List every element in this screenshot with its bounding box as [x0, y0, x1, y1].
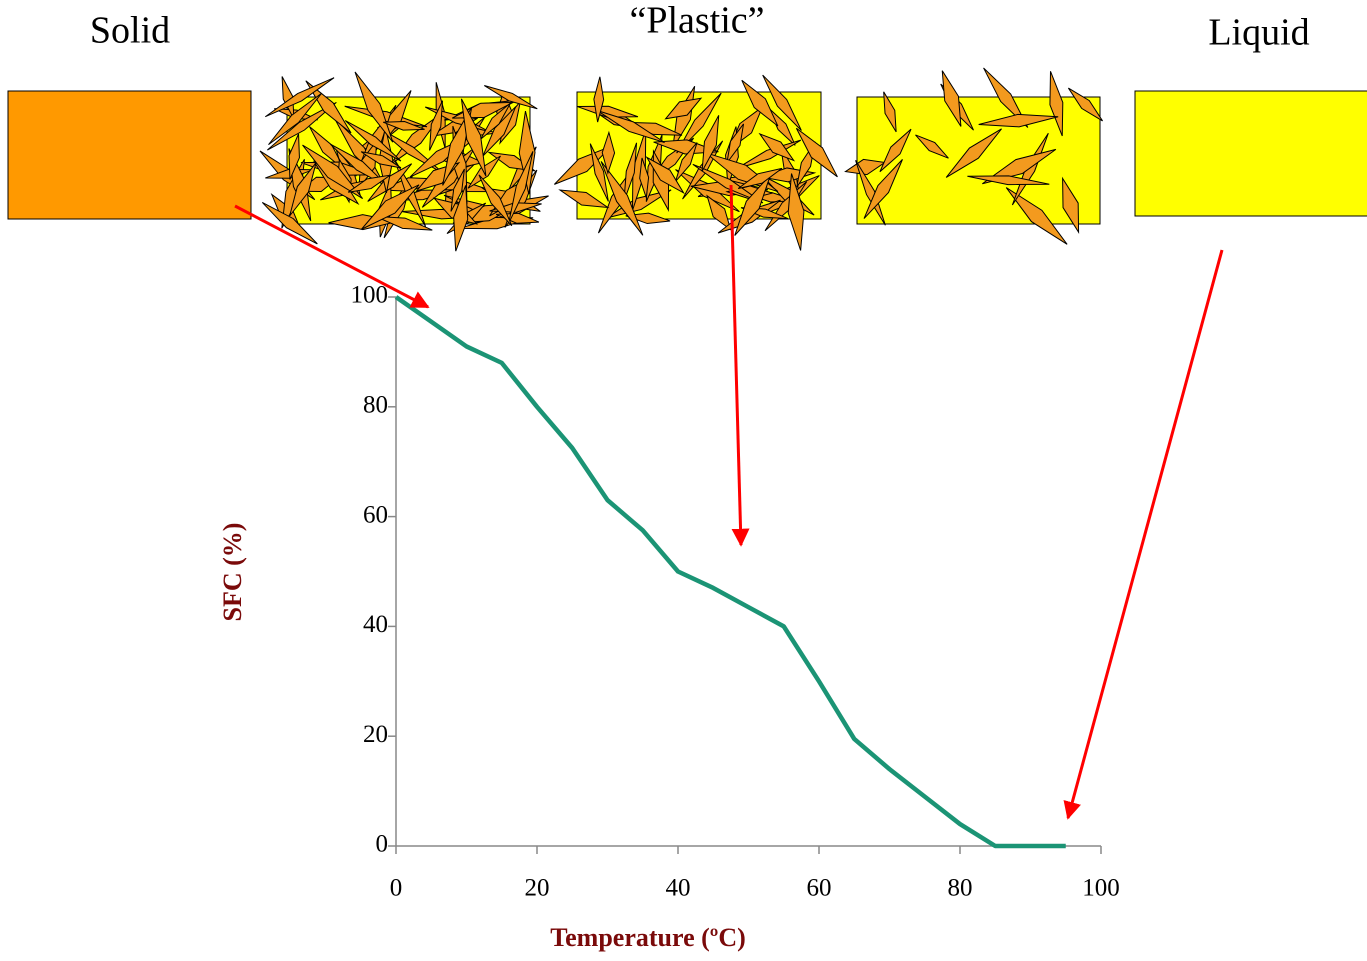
crystal [518, 111, 536, 195]
crystal [593, 76, 605, 123]
crystal [375, 215, 433, 231]
crystal [945, 128, 1002, 178]
crystal [982, 148, 1057, 185]
crystal [508, 151, 534, 224]
crystal [855, 160, 886, 226]
crystal [983, 67, 1029, 128]
crystal [484, 85, 538, 110]
crystal [302, 144, 364, 199]
phase-label: “Plastic” [629, 0, 764, 42]
crystal [762, 74, 802, 131]
x-tick-label: 40 [666, 875, 691, 902]
crystal [450, 168, 465, 212]
crystal [787, 173, 805, 251]
crystal [737, 167, 783, 189]
crystal [261, 201, 318, 245]
crystal [653, 139, 719, 155]
crystal [344, 120, 402, 162]
crystal [288, 133, 300, 180]
crystal [639, 157, 650, 198]
x-tick-label: 0 [390, 875, 403, 902]
crystals [259, 67, 1103, 252]
crystal [1067, 87, 1103, 122]
crystal [1062, 176, 1080, 234]
crystal [676, 92, 722, 154]
crystal [460, 98, 487, 177]
crystal [367, 163, 413, 202]
crystal [879, 128, 912, 173]
crystal [289, 162, 317, 217]
crystal [734, 174, 772, 236]
crystal [354, 71, 394, 143]
crystal [597, 110, 665, 143]
crystal [625, 212, 671, 225]
crystal [558, 189, 610, 209]
arrow [1063, 249, 1224, 820]
crystal [915, 134, 949, 159]
y-tick-label: 100 [351, 282, 389, 309]
crystal [664, 97, 703, 120]
crystal [360, 151, 402, 169]
crystal [758, 132, 796, 162]
phase-label: Liquid [1208, 12, 1309, 54]
crystal [1049, 71, 1064, 137]
crystal [706, 194, 732, 232]
crystal [268, 92, 323, 146]
crystal [795, 127, 838, 178]
crystal [264, 77, 335, 118]
y-axis-title: SFC (%) [218, 523, 247, 622]
crystal [978, 113, 1059, 128]
crystal [863, 159, 903, 219]
x-tick-label: 20 [525, 875, 550, 902]
crystal [645, 156, 685, 195]
crystal [305, 80, 352, 134]
arrow [234, 204, 430, 309]
crystal [967, 175, 1050, 186]
crystal [429, 100, 443, 151]
crystal [701, 115, 720, 172]
y-tick-label: 20 [363, 721, 388, 748]
crystal [844, 158, 887, 176]
crystal [478, 174, 513, 227]
y-tick-label: 40 [363, 611, 388, 638]
liquid-box [1134, 90, 1367, 217]
plot: 0 20 40 60 80 100 0 20 40 60 80 100 [351, 282, 1120, 902]
sfc-line [394, 295, 1066, 849]
x-axis-title: Temperature (ºC) [550, 923, 746, 952]
y-tick-label: 0 [376, 831, 389, 858]
x-tick-label: 60 [807, 875, 832, 902]
x-tick-label: 100 [1082, 875, 1120, 902]
crystal [382, 120, 425, 131]
crystal [883, 91, 897, 133]
crystal [601, 130, 616, 175]
crystal [941, 70, 962, 127]
crystal [1005, 187, 1068, 245]
y-tick-label: 80 [363, 392, 388, 419]
phase-label: Solid [90, 10, 170, 52]
crystal [589, 143, 609, 202]
crystal [453, 185, 469, 252]
x-tick-label: 80 [948, 875, 973, 902]
crystal [600, 161, 644, 236]
crystal [361, 184, 420, 230]
solid-box [7, 90, 252, 220]
y-tick-label: 60 [363, 501, 388, 528]
crystal [741, 79, 779, 127]
crystal [692, 163, 764, 204]
crystal [267, 101, 337, 151]
crystal [347, 174, 391, 193]
arrow [729, 184, 750, 547]
